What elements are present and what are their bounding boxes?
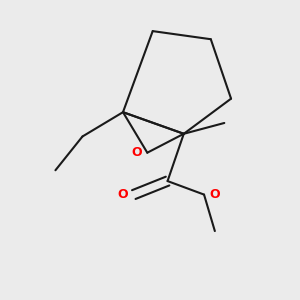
Text: O: O — [209, 188, 220, 201]
Text: O: O — [131, 146, 142, 159]
Text: O: O — [118, 188, 128, 201]
